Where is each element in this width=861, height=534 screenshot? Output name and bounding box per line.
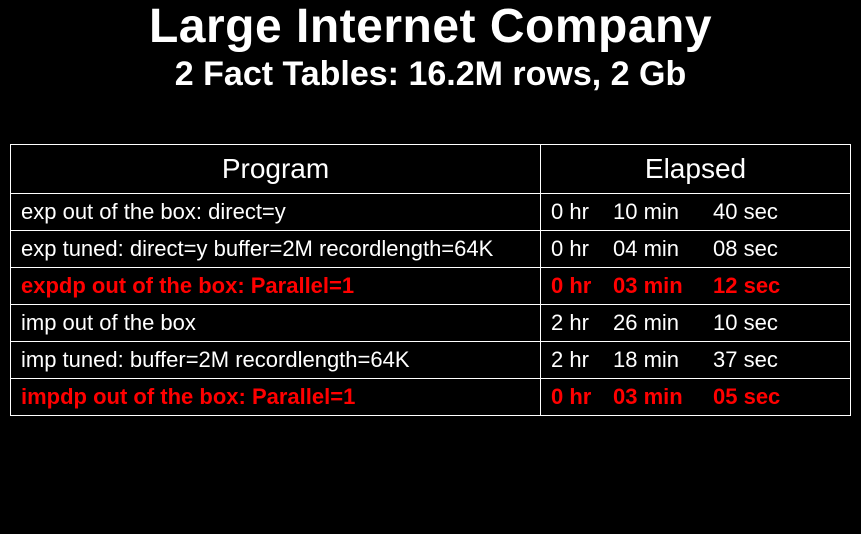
- elapsed-sec: 40 sec: [713, 199, 842, 225]
- program-cell: imp out of the box: [11, 304, 541, 341]
- elapsed-cell: 0 hr 10 min 40 sec: [541, 193, 851, 230]
- col-header-program: Program: [11, 144, 541, 193]
- elapsed-sec: 05 sec: [713, 384, 842, 410]
- elapsed-min: 03 min: [613, 273, 713, 299]
- elapsed-cell: 2 hr 18 min 37 sec: [541, 341, 851, 378]
- elapsed-hr: 0 hr: [551, 199, 613, 225]
- benchmark-table: Program Elapsed exp out of the box: dire…: [10, 144, 851, 416]
- elapsed-min: 04 min: [613, 236, 713, 262]
- table-header-row: Program Elapsed: [11, 144, 851, 193]
- slide-subtitle: 2 Fact Tables: 16.2M rows, 2 Gb: [10, 56, 851, 93]
- elapsed-cell: 0 hr 03 min 12 sec: [541, 267, 851, 304]
- elapsed-min: 03 min: [613, 384, 713, 410]
- program-cell: exp out of the box: direct=y: [11, 193, 541, 230]
- table-row: imp out of the box 2 hr 26 min 10 sec: [11, 304, 851, 341]
- table-row: imp tuned: buffer=2M recordlength=64K 2 …: [11, 341, 851, 378]
- elapsed-hr: 0 hr: [551, 236, 613, 262]
- elapsed-hr: 2 hr: [551, 310, 613, 336]
- elapsed-sec: 10 sec: [713, 310, 842, 336]
- elapsed-hr: 2 hr: [551, 347, 613, 373]
- elapsed-sec: 37 sec: [713, 347, 842, 373]
- elapsed-sec: 08 sec: [713, 236, 842, 262]
- elapsed-min: 26 min: [613, 310, 713, 336]
- program-cell: imp tuned: buffer=2M recordlength=64K: [11, 341, 541, 378]
- elapsed-sec: 12 sec: [713, 273, 842, 299]
- elapsed-cell: 0 hr 03 min 05 sec: [541, 378, 851, 415]
- table-row: exp tuned: direct=y buffer=2M recordleng…: [11, 230, 851, 267]
- elapsed-hr: 0 hr: [551, 384, 613, 410]
- elapsed-min: 18 min: [613, 347, 713, 373]
- elapsed-hr: 0 hr: [551, 273, 613, 299]
- slide-title: Large Internet Company: [10, 0, 851, 52]
- program-cell: impdp out of the box: Parallel=1: [11, 378, 541, 415]
- program-cell: expdp out of the box: Parallel=1: [11, 267, 541, 304]
- table-row: exp out of the box: direct=y 0 hr 10 min…: [11, 193, 851, 230]
- program-cell: exp tuned: direct=y buffer=2M recordleng…: [11, 230, 541, 267]
- elapsed-cell: 0 hr 04 min 08 sec: [541, 230, 851, 267]
- table-row: impdp out of the box: Parallel=1 0 hr 03…: [11, 378, 851, 415]
- table-row: expdp out of the box: Parallel=1 0 hr 03…: [11, 267, 851, 304]
- slide: Large Internet Company 2 Fact Tables: 16…: [0, 0, 861, 416]
- elapsed-cell: 2 hr 26 min 10 sec: [541, 304, 851, 341]
- col-header-elapsed: Elapsed: [541, 144, 851, 193]
- elapsed-min: 10 min: [613, 199, 713, 225]
